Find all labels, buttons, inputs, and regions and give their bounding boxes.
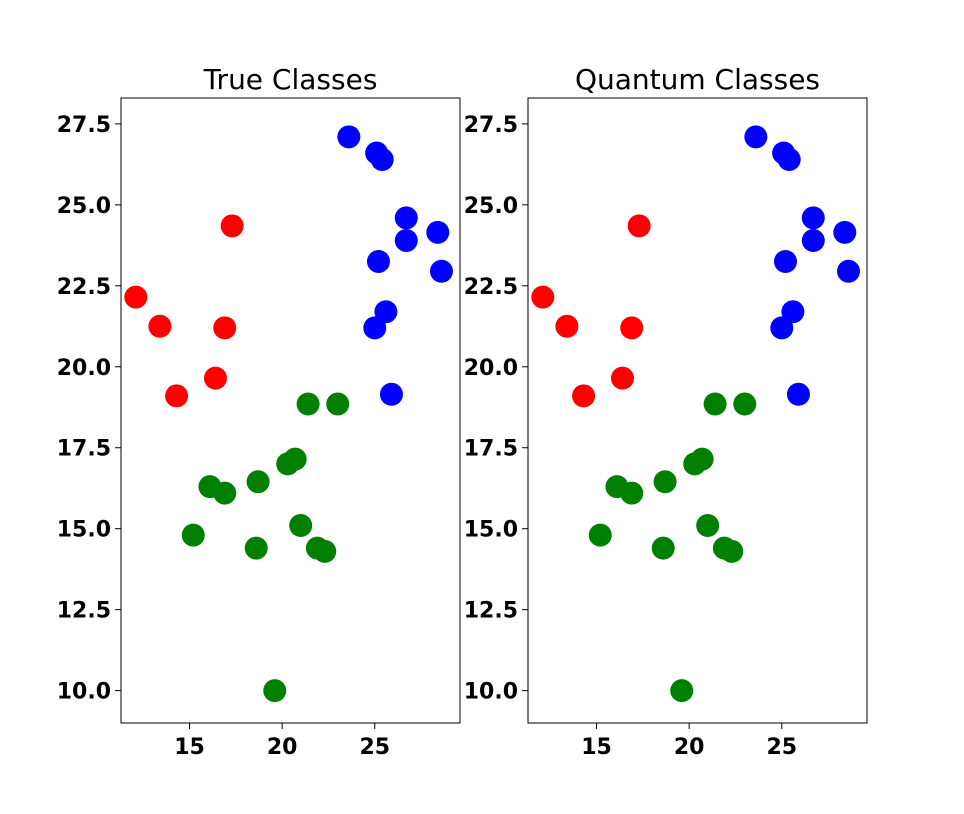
scatter-point [289,513,313,537]
scatter-point [148,314,172,338]
scatter-point [531,285,555,309]
axes-frame [120,97,461,724]
scatter-panel-2: Quantum Classes 15 20 25 10.0 12.5 15.0 17.5 20.… [464,63,868,760]
scatter-point [627,214,651,238]
scatter-point [220,214,244,238]
scatter-point [653,470,677,494]
scatter-point [670,679,694,703]
x-tick-label: 25 [766,735,797,760]
scatter-point [337,125,361,149]
scatter-point [394,228,418,252]
y-tick-label: 10.0 [464,680,518,705]
y-tick-label: 25.0 [57,194,111,219]
scatter-point [213,481,237,505]
y-tick-label: 10.0 [57,680,111,705]
scatter-point [426,220,450,244]
y-tick-label: 25.0 [464,194,518,219]
y-tick-label: 27.5 [464,113,518,138]
y-tick-label: 12.5 [57,599,111,624]
scatter-point [773,250,797,274]
scatter-point [246,470,270,494]
scatter-point [777,148,801,172]
scatter-point [429,259,453,283]
y-tick-label: 17.5 [464,437,518,462]
scatter-point [326,392,350,416]
y-tick-label: 20.0 [464,356,518,381]
scatter-point [213,316,237,340]
scatter-point [620,316,644,340]
scatter-point [313,539,337,563]
y-tick-label: 15.0 [57,518,111,543]
scatter-point [744,125,768,149]
scatter-point [781,300,805,324]
y-tick-label: 22.5 [57,275,111,300]
y-tick-label: 22.5 [464,275,518,300]
y-tick-label: 27.5 [57,113,111,138]
scatter-point [366,250,390,274]
scatter-point [374,300,398,324]
scatter-point [165,384,189,408]
scatter-point [836,259,860,283]
y-tick-label: 20.0 [57,356,111,381]
scatter-point [651,536,675,560]
scatter-point [263,679,287,703]
chart-title: True Classes [203,63,378,96]
scatter-point [786,382,810,406]
scatter-point [203,366,227,390]
scatter-point [572,384,596,408]
scatter-panel-1: True Classes 15 20 25 10.0 12.5 15.0 17.5 20.0 22… [57,63,461,760]
scatter-point [379,382,403,406]
x-tick-label: 25 [359,735,390,760]
scatter-point [696,513,720,537]
scatter-point [733,392,757,416]
scatter-point [276,452,300,476]
x-tick-label: 20 [674,735,705,760]
scatter-point [683,452,707,476]
x-tick-label: 15 [581,735,612,760]
scatter-point [555,314,579,338]
y-tick-label: 15.0 [464,518,518,543]
scatter-point [244,536,268,560]
axes-frame [527,97,868,724]
scatter-point [833,220,857,244]
scatter-point [801,228,825,252]
scatter-point [370,148,394,172]
x-tick-label: 15 [174,735,205,760]
x-tick-label: 20 [267,735,298,760]
scatter-point [394,206,418,230]
scatter-point [610,366,634,390]
scatter-point [703,392,727,416]
scatter-point [620,481,644,505]
y-tick-label: 17.5 [57,437,111,462]
scatter-point [124,285,148,309]
scatter-point [181,523,205,547]
chart-title: Quantum Classes [575,63,820,96]
scatter-point [801,206,825,230]
scatter-point [588,523,612,547]
scatter-point [720,539,744,563]
scatter-point [770,316,794,340]
y-tick-label: 12.5 [464,599,518,624]
scatter-point [296,392,320,416]
scatter-point [363,316,387,340]
